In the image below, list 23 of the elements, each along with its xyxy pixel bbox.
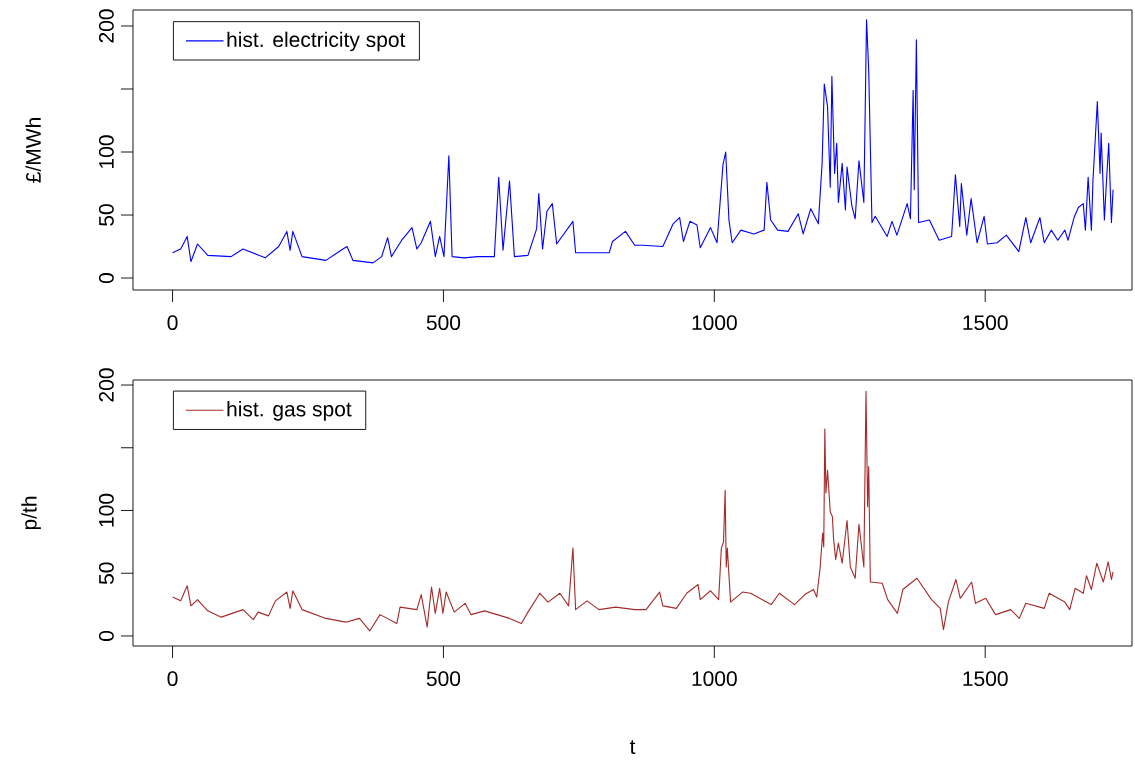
x-tick-label: 1000 — [692, 671, 737, 687]
y-tick-label: 100 — [98, 493, 114, 527]
y-tick-label: 0 — [98, 273, 114, 284]
legend-label: hist. gas spot — [227, 401, 352, 421]
y-tick-label: 200 — [98, 368, 114, 402]
x-axis-title: t — [629, 740, 636, 754]
y-tick-label: 100 — [98, 135, 114, 168]
y-tick-label: 50 — [98, 204, 114, 226]
y-axis-title: £/MWh — [25, 118, 41, 183]
y-tick-label: 0 — [98, 630, 114, 641]
x-tick-label: 0 — [167, 671, 178, 687]
x-tick-label: 500 — [426, 671, 461, 687]
x-tick-label: 1500 — [963, 315, 1008, 331]
y-axis-title: p/th — [21, 496, 41, 530]
y-tick-label: 50 — [98, 562, 114, 585]
y-tick-label: 200 — [98, 9, 114, 43]
x-tick-label: 0 — [167, 315, 178, 331]
x-tick-label: 1000 — [692, 315, 737, 331]
legend-label: hist. electricity spot — [227, 31, 406, 52]
x-tick-label: 500 — [426, 315, 461, 331]
line-series — [172, 19, 1114, 264]
line-series — [172, 390, 1114, 632]
x-tick-label: 1500 — [963, 671, 1008, 687]
